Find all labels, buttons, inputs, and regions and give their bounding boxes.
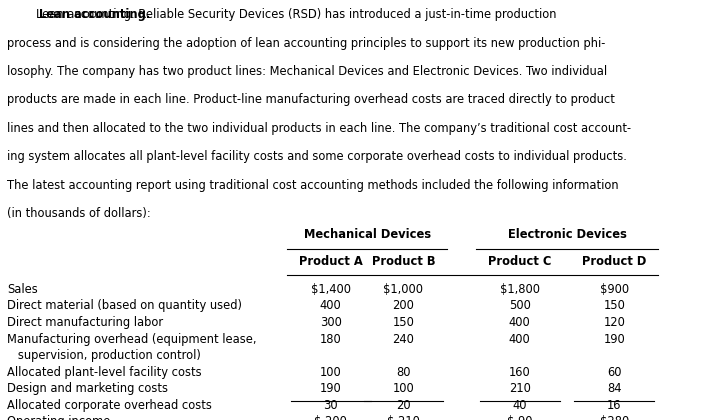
Text: 190: 190 xyxy=(603,333,625,346)
Text: 200: 200 xyxy=(393,299,414,312)
Text: 300: 300 xyxy=(320,316,342,329)
Text: Design and marketing costs: Design and marketing costs xyxy=(7,382,168,395)
Text: $280: $280 xyxy=(600,415,629,420)
Text: 210: 210 xyxy=(509,382,531,395)
Text: Operating income: Operating income xyxy=(7,415,111,420)
Text: 190: 190 xyxy=(320,382,342,395)
Text: $ 200: $ 200 xyxy=(314,415,348,420)
Text: 120: 120 xyxy=(603,316,625,329)
Text: 84: 84 xyxy=(607,382,622,395)
Text: (in thousands of dollars):: (in thousands of dollars): xyxy=(7,207,151,220)
Text: process and is considering the adoption of lean accounting principles to support: process and is considering the adoption … xyxy=(7,37,606,50)
Text: Product D: Product D xyxy=(582,255,646,268)
Text: 150: 150 xyxy=(603,299,625,312)
Text: $ 90: $ 90 xyxy=(507,415,533,420)
Text: $1,400: $1,400 xyxy=(310,283,351,296)
Text: Manufacturing overhead (equipment lease,: Manufacturing overhead (equipment lease, xyxy=(7,333,257,346)
Text: 60: 60 xyxy=(607,365,622,378)
Text: 500: 500 xyxy=(509,299,531,312)
Text: Direct material (based on quantity used): Direct material (based on quantity used) xyxy=(7,299,242,312)
Text: 20: 20 xyxy=(396,399,411,412)
Text: 40: 40 xyxy=(513,399,527,412)
Text: Product B: Product B xyxy=(371,255,435,268)
Text: Allocated corporate overhead costs: Allocated corporate overhead costs xyxy=(7,399,212,412)
Text: 100: 100 xyxy=(320,365,342,378)
Text: Lean accounting.: Lean accounting. xyxy=(7,8,150,21)
Text: Mechanical Devices: Mechanical Devices xyxy=(304,228,430,241)
Text: Sales: Sales xyxy=(7,283,38,296)
Text: 400: 400 xyxy=(509,316,531,329)
Text: 100: 100 xyxy=(393,382,414,395)
Text: Product C: Product C xyxy=(488,255,552,268)
Text: 400: 400 xyxy=(509,333,531,346)
Text: products are made in each line. Product-line manufacturing overhead costs are tr: products are made in each line. Product-… xyxy=(7,94,615,106)
Text: 240: 240 xyxy=(393,333,414,346)
Text: supervision, production control): supervision, production control) xyxy=(7,349,201,362)
Text: $ 210: $ 210 xyxy=(387,415,420,420)
Text: ing system allocates all plant-level facility costs and some corporate overhead : ing system allocates all plant-level fac… xyxy=(7,150,627,163)
Text: 180: 180 xyxy=(320,333,342,346)
Text: $900: $900 xyxy=(600,283,629,296)
Text: 160: 160 xyxy=(509,365,531,378)
Text: Product A: Product A xyxy=(299,255,363,268)
Text: Allocated plant-level facility costs: Allocated plant-level facility costs xyxy=(7,365,202,378)
Text: 30: 30 xyxy=(324,399,338,412)
Text: 16: 16 xyxy=(607,399,622,412)
Text: $1,000: $1,000 xyxy=(383,283,424,296)
Text: 80: 80 xyxy=(396,365,411,378)
Text: Electronic Devices: Electronic Devices xyxy=(507,228,627,241)
Text: losophy. The company has two product lines: Mechanical Devices and Electronic De: losophy. The company has two product lin… xyxy=(7,65,607,78)
Text: $1,800: $1,800 xyxy=(499,283,540,296)
Text: Direct manufacturing labor: Direct manufacturing labor xyxy=(7,316,164,329)
Text: 400: 400 xyxy=(320,299,342,312)
Text: The latest accounting report using traditional cost accounting methods included : The latest accounting report using tradi… xyxy=(7,178,619,192)
Text: lines and then allocated to the two individual products in each line. The compan: lines and then allocated to the two indi… xyxy=(7,122,631,135)
Text: Lean accounting. Reliable Security Devices (RSD) has introduced a just-in-time p: Lean accounting. Reliable Security Devic… xyxy=(7,8,557,21)
Text: 150: 150 xyxy=(393,316,414,329)
